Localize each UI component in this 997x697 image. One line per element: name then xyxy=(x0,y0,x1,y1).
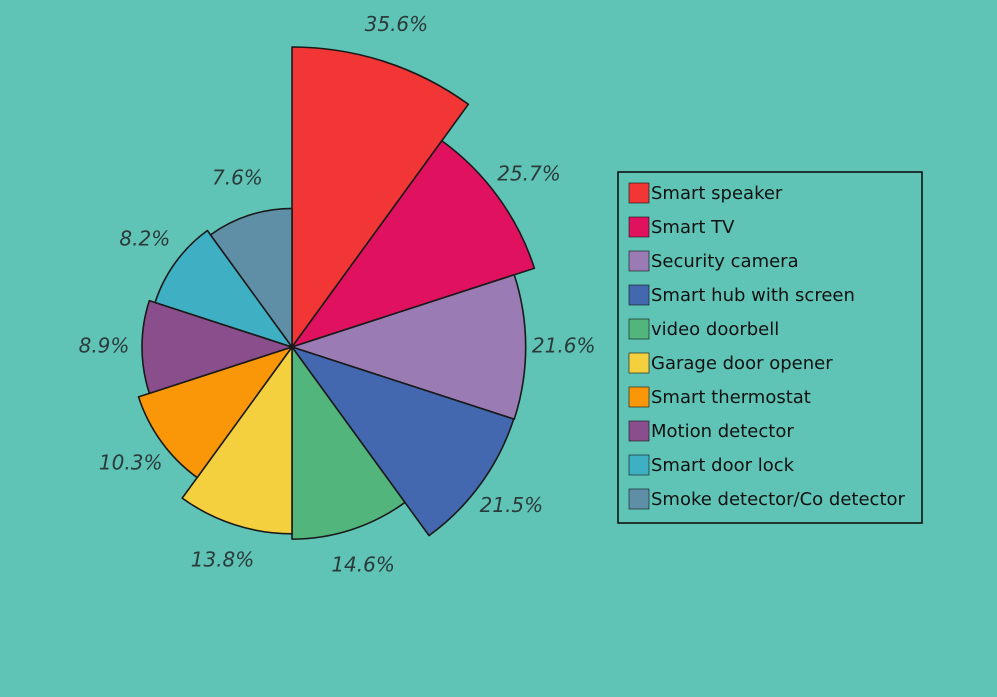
legend-label: Smart speaker xyxy=(651,183,783,204)
slice-value-label: 8.2% xyxy=(119,227,170,251)
legend-label: Smart TV xyxy=(651,217,735,238)
slice-value-label: 14.6% xyxy=(331,552,395,576)
pie-slice xyxy=(291,46,470,348)
slice-value-label: 35.6% xyxy=(365,12,429,36)
pie-slice xyxy=(291,346,515,537)
legend-label: Security camera xyxy=(651,251,799,272)
slice-value-label: 10.3% xyxy=(99,451,163,475)
legend-frame xyxy=(617,171,923,524)
legend-swatch xyxy=(628,182,650,204)
slices-group xyxy=(137,46,536,540)
legend-label: Smoke detector/Co detector xyxy=(651,489,906,510)
legend-label: Smart hub with screen xyxy=(651,285,855,306)
legend: Smart speaker Smart TV Security camera Smar… xyxy=(617,171,923,524)
slice-value-label: 8.9% xyxy=(79,334,130,358)
slice-value-label: 25.7% xyxy=(497,161,561,185)
pie-slice xyxy=(137,346,293,479)
pie-slice xyxy=(141,299,293,395)
pie-slice xyxy=(291,139,536,348)
pie-slice xyxy=(291,346,406,540)
legend-label: video doorbell xyxy=(651,319,779,340)
legend-swatch xyxy=(628,216,650,238)
legend-swatch xyxy=(628,318,650,340)
legend-swatch xyxy=(628,250,650,272)
legend-label: Motion detector xyxy=(651,421,794,442)
pie-slice xyxy=(154,229,293,348)
legend-label: Smart thermostat xyxy=(651,387,811,408)
legend-swatch xyxy=(628,454,650,476)
legend-swatch xyxy=(628,352,650,374)
slice-value-label: 7.6% xyxy=(212,166,263,190)
legend-items: Smart speaker Smart TV Security camera Smar… xyxy=(628,182,906,510)
pie-slice xyxy=(291,273,527,421)
legend-swatch xyxy=(628,284,650,306)
legend-swatch xyxy=(628,386,650,408)
pie-slice xyxy=(209,207,293,348)
legend-swatch xyxy=(628,488,650,510)
legend-label: Smart door lock xyxy=(651,455,795,476)
slice-value-label: 21.5% xyxy=(480,493,544,517)
legend-swatch xyxy=(628,420,650,442)
value-labels-group: 35.6% 25.7% 21.6% 21.5% 14.6% 13.8% 10.3% 8.9% 8… xyxy=(79,12,596,576)
legend-label: Garage door opener xyxy=(651,353,833,374)
slice-value-label: 21.6% xyxy=(532,334,596,358)
slice-value-label: 13.8% xyxy=(191,547,255,571)
pie-slice xyxy=(181,346,293,535)
